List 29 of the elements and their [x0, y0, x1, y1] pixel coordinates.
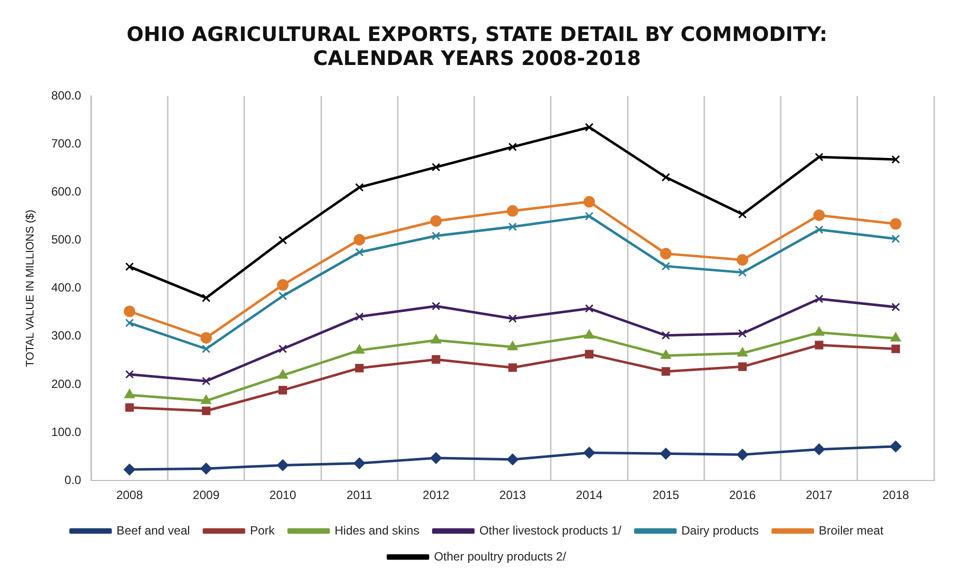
- legend-label: Broiler meat: [818, 523, 884, 538]
- y-tick-label: 400.0: [51, 280, 82, 295]
- y-tick-label: 500.0: [51, 232, 82, 247]
- x-tick-label: 2013: [499, 488, 526, 502]
- y-tick-label: 100.0: [51, 424, 82, 439]
- x-tick-label: 2015: [652, 488, 680, 502]
- x-tick-label: 2016: [729, 488, 756, 502]
- y-axis-title: TOTAL VALUE IN MILLIONS ($): [24, 210, 37, 367]
- y-tick-label: 700.0: [51, 136, 82, 150]
- y-tick-label: 800.0: [51, 88, 82, 102]
- x-tick-label: 2011: [346, 488, 373, 502]
- x-tick-label: 2018: [882, 488, 910, 502]
- legend-label: Pork: [250, 523, 276, 538]
- legend-label: Dairy products: [681, 523, 759, 538]
- chart-title: OHIO AGRICULTURAL EXPORTS, STATE DETAIL BY COMMODITY: CALENDAR YEARS 2008-2018: [126, 22, 828, 70]
- y-tick-label: 0.0: [64, 472, 82, 487]
- x-tick-label: 2012: [422, 488, 450, 502]
- x-tick-label: 2014: [576, 488, 603, 502]
- y-tick-label: 200.0: [51, 376, 82, 391]
- x-tick-label: 2008: [116, 488, 144, 502]
- x-tick-label: 2010: [269, 488, 296, 502]
- y-tick-label: 600.0: [51, 184, 82, 198]
- legend-label: Beef and veal: [116, 523, 190, 538]
- legend-label: Hides and skins: [334, 523, 420, 538]
- y-tick-label: 300.0: [51, 328, 82, 343]
- legend-label: Other poultry products 2/: [434, 549, 567, 564]
- x-tick-label: 2009: [192, 488, 220, 502]
- x-tick-label: 2017: [806, 488, 833, 502]
- legend-label: Other livestock products 1/: [479, 523, 622, 538]
